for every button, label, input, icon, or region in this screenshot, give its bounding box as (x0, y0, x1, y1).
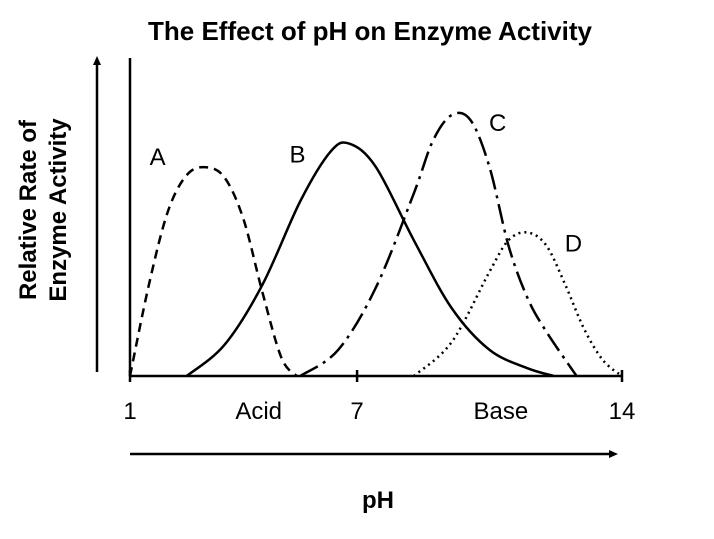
curve-b (185, 141, 555, 378)
x-tick-label-0: 1 (123, 398, 136, 425)
region-labels-layer: Acid Base (235, 398, 528, 425)
x-tick-label-2: 14 (609, 398, 636, 425)
curve-d (413, 231, 623, 377)
region-label-acid: Acid (235, 398, 282, 425)
curve-label-a: A (150, 144, 166, 171)
curve-a (128, 165, 298, 377)
y-axis-title-line-2: Enzyme Activity (45, 118, 72, 302)
chart-title: The Effect of pH on Enzyme Activity (148, 16, 593, 46)
curve-label-d: D (565, 230, 582, 257)
x-axis-title: pH (362, 487, 394, 514)
ticks-layer: 1 7 14 (123, 370, 635, 425)
y-axis-title-line-1: Relative Rate of (15, 119, 42, 300)
curve-label-c: C (489, 110, 506, 137)
region-label-base: Base (474, 398, 529, 425)
curve-labels-layer: A B C D (150, 110, 582, 257)
curves-layer (128, 111, 623, 378)
curve-c (299, 111, 578, 378)
x-tick-label-1: 7 (350, 398, 363, 425)
curve-label-b: B (289, 142, 305, 169)
